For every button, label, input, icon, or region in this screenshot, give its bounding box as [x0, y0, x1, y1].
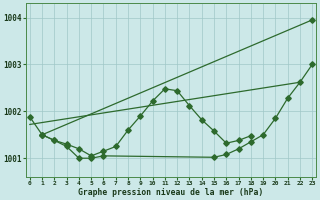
X-axis label: Graphe pression niveau de la mer (hPa): Graphe pression niveau de la mer (hPa) [78, 188, 264, 197]
